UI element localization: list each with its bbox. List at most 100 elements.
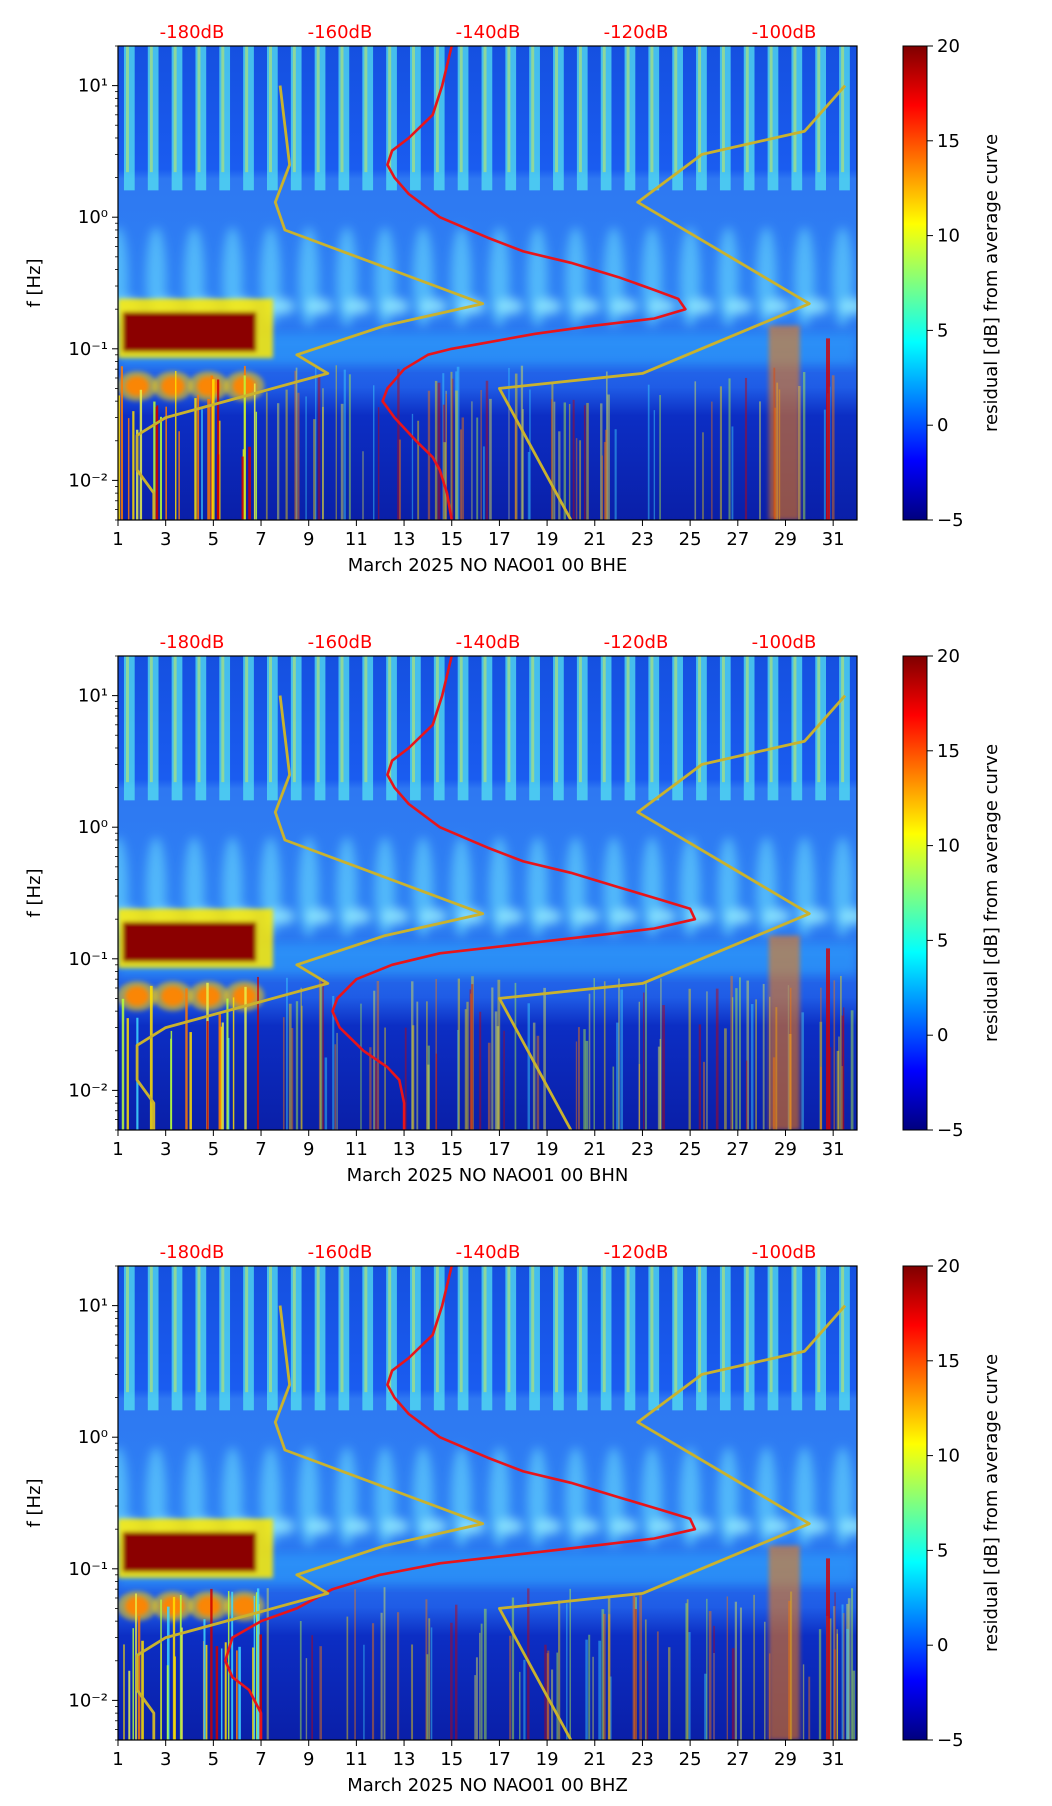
plume-head [762, 908, 791, 925]
streak [454, 1604, 458, 1740]
daily-stripe-core [483, 1266, 487, 1393]
streak [172, 1596, 176, 1740]
colorbar-tick-label: 20 [937, 646, 960, 667]
storm-core [122, 312, 257, 352]
streak [159, 416, 163, 520]
x-tick-label: 25 [679, 529, 702, 550]
streak [592, 1656, 594, 1740]
daily-stripe [195, 46, 207, 191]
daily-stripe-core [340, 46, 344, 173]
streak [461, 417, 465, 520]
streak [435, 1053, 438, 1130]
streak [536, 1035, 540, 1130]
plume-head [609, 908, 638, 925]
plume-head [762, 298, 791, 315]
daily-stripe [290, 46, 302, 191]
db-scale-label: -120dB [604, 1242, 669, 1263]
colorbar-tick-label: 5 [937, 320, 948, 341]
x-tick-label: 1 [112, 1749, 123, 1770]
streak [514, 982, 517, 1130]
streak [265, 392, 268, 520]
streak [442, 373, 445, 520]
x-tick-label: 31 [822, 1139, 845, 1160]
x-tick-label: 9 [303, 529, 314, 550]
x-tick-label: 13 [393, 529, 416, 550]
colorbar-tick-label: 0 [937, 1635, 948, 1656]
streak [411, 1644, 414, 1740]
streak [153, 401, 156, 520]
streak [566, 1603, 568, 1740]
y-axis-label: f [Hz] [24, 258, 45, 307]
streak [603, 981, 606, 1130]
late-month-streak [826, 948, 831, 1130]
streak [434, 380, 438, 520]
db-scale-label: -100dB [752, 22, 817, 43]
streak [487, 1042, 491, 1130]
y-axis-label: f [Hz] [24, 868, 45, 917]
x-axis: 1 3 5 7 9 11 13 15 17 19 21 23 25 27 29 31 [112, 1740, 845, 1770]
y-axis: 10⁻² 10⁻¹ 10⁰ 10¹ [68, 45, 118, 521]
streak [520, 365, 524, 520]
spectrogram-image [118, 46, 857, 520]
streak [181, 1627, 183, 1740]
y-axis: 10⁻² 10⁻¹ 10⁰ 10¹ [68, 655, 118, 1131]
streak [128, 1670, 131, 1740]
colorbar: 20 15 10 5 0 −5 residual [dB] from average cur… [902, 646, 1002, 1141]
storm-blob-halo [188, 1591, 229, 1622]
storm-blob-halo [188, 371, 229, 402]
daily-stripe-core [841, 656, 845, 783]
streak [496, 1026, 500, 1130]
colorbar-tick-label: −5 [937, 510, 964, 531]
streak [841, 1604, 844, 1740]
daily-stripe [576, 1266, 588, 1411]
streak [221, 1022, 224, 1130]
streak [703, 1061, 706, 1130]
spectrogram-image [118, 1266, 857, 1740]
streak [558, 1600, 561, 1740]
x-tick-label: 7 [255, 1749, 266, 1770]
streak [475, 1657, 478, 1740]
y-axis: 10⁻² 10⁻¹ 10⁰ 10¹ [68, 1265, 118, 1741]
storm-blob-halo [152, 1591, 193, 1622]
colorbar-tick-label: 15 [937, 1351, 960, 1372]
x-tick-label: 17 [488, 529, 511, 550]
streak [614, 429, 617, 520]
streak [840, 975, 842, 1130]
daily-stripe-core [817, 656, 821, 783]
daily-stripe [457, 1266, 469, 1411]
daily-stripe [553, 1266, 564, 1411]
streak [647, 384, 650, 520]
median-psd-curve [224, 1266, 697, 1740]
daily-stripe [457, 656, 469, 801]
streak [244, 986, 247, 1130]
streak [527, 451, 530, 520]
daily-stripe [505, 1266, 517, 1411]
noise-model-curve [135, 695, 485, 1130]
y-tick-label: 10¹ [78, 686, 108, 707]
storm-blob-halo [118, 1591, 158, 1622]
streak [346, 1616, 349, 1740]
streak [746, 980, 749, 1130]
daily-stripe-core [435, 46, 439, 173]
streak [833, 1649, 837, 1740]
daily-stripe [171, 656, 183, 801]
streak [633, 1594, 636, 1740]
x-axis: 1 3 5 7 9 11 13 15 17 19 21 23 25 27 29 31 [112, 1130, 845, 1160]
streak [238, 1646, 241, 1740]
daily-stripe [839, 656, 850, 801]
daily-stripe [505, 656, 517, 801]
streak [646, 1660, 649, 1740]
x-tick-label: 11 [345, 1139, 368, 1160]
daily-stripe [505, 46, 517, 191]
streak [430, 1627, 433, 1740]
streak [556, 1652, 559, 1740]
plume-head [495, 1518, 524, 1535]
daily-stripe [243, 1266, 254, 1411]
streak [132, 1628, 134, 1740]
plume-head [419, 1518, 448, 1535]
plume-head [495, 908, 524, 925]
daily-stripe [362, 656, 374, 801]
daily-stripe-core [578, 46, 582, 173]
streak [300, 987, 302, 1130]
